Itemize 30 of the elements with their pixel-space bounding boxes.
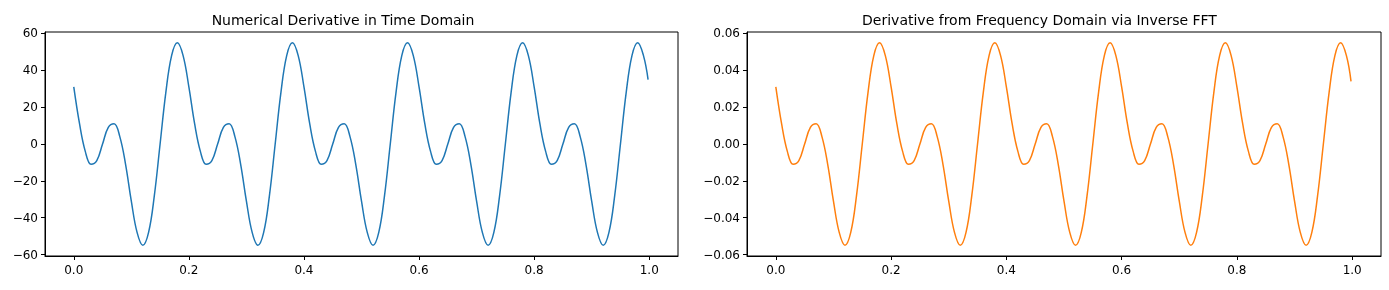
y-tick-label: 0.06: [713, 26, 740, 41]
y-tick-label: 0.02: [713, 100, 740, 115]
y-tick-label: 0: [30, 137, 38, 151]
x-tick-label: 0.8: [1227, 263, 1247, 277]
chart-title: Numerical Derivative in Time Domain: [211, 12, 475, 28]
y-tick-label: 60: [22, 26, 38, 41]
x-tick-label: 0.0: [766, 263, 786, 277]
x-tick-label: 0.0: [64, 263, 84, 277]
x-tick-label: 0.6: [409, 263, 429, 277]
x-tick-label: 0.8: [524, 263, 544, 277]
chart-title: Derivative from Frequency Domain via Inverse FFT: [862, 12, 1218, 28]
y-tick-label: −20: [12, 173, 38, 188]
y-tick-label: −60: [12, 247, 38, 262]
x-tick-label: 1.0: [1342, 263, 1362, 277]
y-tick-label: −0.06: [703, 247, 740, 262]
x-tick-label: 0.4: [996, 263, 1016, 277]
x-tick-label: 0.2: [881, 263, 901, 277]
y-tick-label: 0.00: [713, 137, 740, 151]
x-tick-label: 0.4: [294, 263, 314, 277]
line-series: [775, 41, 1352, 247]
y-tick-label: 0.04: [713, 63, 740, 78]
y-tick-label: −40: [12, 210, 38, 225]
x-tick-label: 0.2: [179, 263, 199, 277]
y-tick-label: −0.02: [703, 173, 740, 188]
x-tick-label: 1.0: [639, 263, 659, 277]
y-tick-label: 40: [22, 63, 38, 78]
x-tick-label: 0.6: [1112, 263, 1132, 277]
line-series: [73, 41, 649, 247]
y-tick-label: −0.04: [703, 210, 740, 225]
y-tick-label: 20: [22, 100, 38, 115]
